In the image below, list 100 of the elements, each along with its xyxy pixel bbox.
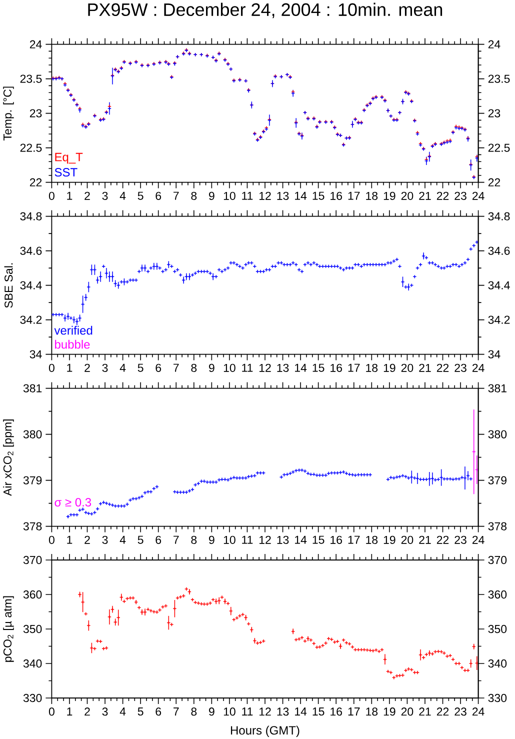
x-tick-label: 1 bbox=[67, 192, 72, 200]
x-tick-label: 13 bbox=[277, 364, 289, 372]
x-tick-label: 2 bbox=[84, 364, 90, 372]
x-tick-label: 14 bbox=[295, 708, 307, 716]
chart-title: PX95W : December 24, 2004 : 10min. mean bbox=[88, 2, 442, 18]
x-tick-label: 24 bbox=[472, 708, 484, 716]
x-tick-label: 22 bbox=[436, 192, 449, 200]
y-tick-label: 34.8 bbox=[20, 212, 42, 220]
x-tick-label: 11 bbox=[242, 364, 253, 372]
x-tick-label: 7 bbox=[174, 536, 179, 544]
y-tick-label: 350 bbox=[23, 624, 42, 634]
y-tick-label: 378 bbox=[23, 522, 42, 530]
x-tick-label: 24 bbox=[472, 192, 484, 200]
x-tick-label: 22 bbox=[436, 536, 449, 544]
y-tick-label: 381 bbox=[23, 384, 42, 392]
x-tick-label: 5 bbox=[138, 192, 144, 200]
x-tick-label: 16 bbox=[330, 364, 342, 372]
x-tick-label: 13 bbox=[277, 192, 289, 200]
x-tick-label: 7 bbox=[174, 708, 179, 716]
y-tick-label: 330 bbox=[23, 694, 42, 702]
y-tick-label: 370 bbox=[23, 556, 42, 564]
x-tick-label: 12 bbox=[259, 708, 271, 716]
y2-tick-label: 378 bbox=[488, 522, 507, 530]
x-tick-label: 19 bbox=[384, 364, 396, 372]
x-tick-label: 7 bbox=[174, 364, 179, 372]
x-tick-label: 20 bbox=[401, 536, 414, 544]
y2-tick-label: 350 bbox=[488, 624, 507, 634]
y-tick-label: 34.2 bbox=[20, 316, 42, 324]
x-tick-label: 24 bbox=[472, 364, 484, 372]
x-tick-label: 18 bbox=[366, 536, 378, 544]
x-tick-label: 22 bbox=[436, 364, 449, 372]
x-tick-label: 11 bbox=[242, 536, 253, 544]
x-tick-label: 6 bbox=[156, 708, 162, 716]
x-tick-label: 23 bbox=[454, 708, 466, 716]
y2-tick-label: 379 bbox=[488, 476, 506, 484]
x-tick-label: 19 bbox=[384, 708, 396, 716]
x-tick-label: 23 bbox=[454, 192, 466, 200]
x-tick-label: 2 bbox=[84, 192, 90, 200]
y2-tick-label: 380 bbox=[488, 430, 507, 438]
x-tick-label: 13 bbox=[277, 708, 289, 716]
x-tick-label: 6 bbox=[156, 536, 162, 544]
y2-tick-label: 23 bbox=[488, 109, 500, 118]
x-tick-label: 14 bbox=[295, 192, 307, 200]
x-tick-label: 10 bbox=[224, 708, 236, 716]
x-tick-label: 0 bbox=[48, 536, 54, 544]
x-tick-label: 20 bbox=[401, 192, 414, 200]
x-tick-label: 21 bbox=[419, 192, 431, 200]
x-tick-label: 15 bbox=[312, 192, 324, 200]
y2-tick-label: 34.4 bbox=[488, 281, 510, 290]
x-tick-label: 17 bbox=[348, 192, 360, 200]
y2-tick-label: 370 bbox=[488, 556, 507, 564]
y-axis-title: Temp. [°C] bbox=[3, 86, 14, 140]
y2-tick-label: 330 bbox=[488, 694, 507, 702]
x-tick-label: 10 bbox=[224, 364, 236, 372]
x-tick-label: 21 bbox=[419, 708, 431, 716]
y-tick-label: 23.5 bbox=[20, 74, 42, 83]
x-tick-label: 4 bbox=[120, 192, 126, 200]
y-axis-title: Air xCO$_{2}$ [ppm] bbox=[3, 420, 14, 496]
y-tick-label: 34.4 bbox=[20, 281, 42, 290]
x-tick-label: 0 bbox=[48, 192, 54, 200]
x-tick-label: 15 bbox=[312, 536, 324, 544]
y-tick-label: 360 bbox=[23, 590, 42, 599]
x-tick-label: 18 bbox=[366, 364, 378, 372]
x-tick-label: 8 bbox=[191, 708, 197, 716]
x-tick-label: 24 bbox=[472, 536, 484, 544]
y2-tick-label: 23.5 bbox=[488, 74, 510, 83]
x-tick-label: 16 bbox=[330, 192, 342, 200]
x-tick-label: 9 bbox=[209, 708, 214, 716]
x-tick-label: 15 bbox=[312, 364, 324, 372]
x-tick-label: 19 bbox=[384, 192, 396, 200]
x-tick-label: 23 bbox=[454, 536, 466, 544]
y2-tick-label: 340 bbox=[488, 659, 507, 668]
x-tick-label: 1 bbox=[67, 536, 72, 544]
x-tick-label: 18 bbox=[366, 708, 378, 716]
x-tick-label: 15 bbox=[312, 708, 324, 716]
y-tick-label: 379 bbox=[23, 476, 42, 484]
x-tick-label: 2 bbox=[84, 708, 90, 716]
x-tick-label: 3 bbox=[102, 364, 108, 372]
x-tick-label: 7 bbox=[174, 192, 179, 200]
x-tick-label: 8 bbox=[191, 192, 197, 200]
x-tick-label: 9 bbox=[209, 192, 214, 200]
legend-label: verified bbox=[54, 326, 92, 335]
x-axis-title: Hours (GMT) bbox=[230, 726, 300, 737]
y-tick-label: 34 bbox=[30, 350, 42, 358]
x-tick-label: 0 bbox=[48, 364, 54, 372]
y2-tick-label: 34 bbox=[488, 350, 500, 358]
y-tick-label: 22.5 bbox=[20, 144, 42, 152]
x-tick-label: 6 bbox=[156, 192, 162, 200]
y2-tick-label: 34.2 bbox=[488, 316, 510, 324]
x-tick-label: 17 bbox=[348, 364, 360, 372]
x-tick-label: 10 bbox=[224, 192, 236, 200]
y-tick-label: 23 bbox=[30, 109, 42, 118]
x-tick-label: 16 bbox=[330, 708, 342, 716]
text: σ ≥ 0.3 bbox=[54, 498, 92, 507]
x-tick-label: 6 bbox=[156, 364, 162, 372]
x-tick-label: 18 bbox=[366, 192, 378, 200]
x-tick-label: 19 bbox=[384, 536, 396, 544]
x-tick-label: 17 bbox=[348, 708, 360, 716]
x-tick-label: 16 bbox=[330, 536, 342, 544]
x-tick-label: 3 bbox=[102, 708, 108, 716]
